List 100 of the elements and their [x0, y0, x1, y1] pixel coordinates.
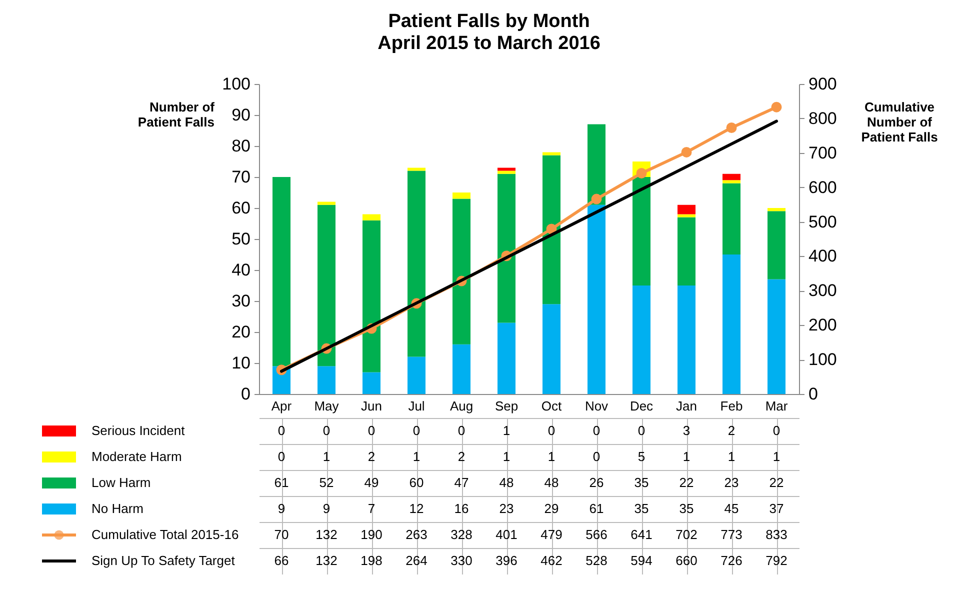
point [726, 122, 737, 133]
bar [768, 279, 786, 394]
bar [678, 204, 696, 214]
x-tick-label: Dec [630, 398, 654, 414]
data-label: 26 [589, 475, 604, 490]
data-label: 0 [592, 449, 600, 464]
data-label: 52 [319, 475, 334, 490]
data-label: 1 [548, 449, 556, 464]
data-label: 2 [458, 449, 466, 464]
x-tick-label: Apr [271, 398, 292, 414]
data-label: 9 [322, 501, 330, 516]
x-tick-label: Oct [541, 398, 562, 414]
y-tick-label: 20 [232, 322, 250, 342]
data-label: 263 [406, 527, 428, 542]
data-label: 22 [769, 475, 784, 490]
data-label: 792 [766, 553, 788, 568]
data-label: 528 [586, 553, 608, 568]
data-label: 198 [360, 553, 382, 568]
y-tick-label: 30 [232, 292, 250, 310]
data-label: 1 [502, 449, 510, 464]
data-label: 132 [316, 527, 338, 542]
data-label: 35 [679, 501, 694, 516]
bar [498, 174, 516, 323]
data-label: 12 [409, 501, 424, 516]
data-label: 37 [769, 501, 784, 516]
data-label: 48 [544, 475, 559, 490]
y2-tick-label: 700 [808, 143, 837, 162]
y2-tick-label: 600 [808, 178, 837, 197]
data-label: 60 [409, 475, 424, 490]
bar [362, 214, 380, 220]
x-tick-label: Nov [584, 398, 609, 414]
x-tick-label: Aug [450, 398, 474, 414]
data-label: 462 [540, 553, 562, 568]
data-label: 23 [499, 501, 514, 516]
bar [768, 211, 786, 280]
data-label: 132 [316, 553, 338, 568]
data-label: 401 [496, 527, 518, 542]
data-label: 726 [720, 553, 742, 568]
data-label: 23 [724, 475, 739, 490]
bar [722, 254, 740, 394]
data-label: 330 [450, 553, 472, 568]
data-label: 22 [679, 475, 694, 490]
legend-label: Serious Incident [92, 423, 186, 438]
legend-label: Cumulative Total 2015-16 [92, 527, 239, 542]
data-label: 396 [496, 553, 518, 568]
data-label: 0 [592, 423, 600, 438]
x-tick-label: Mar [765, 398, 788, 414]
bar [452, 198, 470, 344]
y-tick-label: 90 [232, 106, 250, 124]
bar [678, 286, 696, 394]
y-tick-label: 70 [232, 168, 250, 186]
data-label: 0 [772, 423, 780, 438]
point [591, 194, 602, 204]
bar [678, 214, 696, 218]
data-label: 1 [412, 449, 420, 464]
data-label: 1 [502, 423, 510, 438]
data-label: 773 [720, 527, 742, 542]
y2-tick-label: 0 [808, 384, 818, 404]
bar [722, 180, 740, 184]
bar [452, 192, 470, 199]
data-label: 328 [450, 527, 472, 542]
legend-label: Sign Up To Safety Target [92, 553, 236, 568]
y-tick-label: 100 [222, 74, 250, 94]
bar [272, 177, 290, 366]
data-label: 0 [458, 423, 466, 438]
data-label: 61 [274, 475, 289, 490]
y2-tick-label: 800 [808, 108, 837, 128]
x-tick-label: Jan [676, 398, 697, 414]
data-label: 833 [766, 527, 788, 542]
data-label: 35 [634, 475, 649, 490]
y-axis-title: Number of Patient Falls [138, 100, 216, 130]
bar [722, 174, 740, 180]
data-label: 0 [548, 423, 556, 438]
data-label: 48 [499, 475, 514, 490]
data-label: 5 [638, 449, 646, 464]
bar [362, 372, 380, 394]
data-label: 1 [682, 449, 690, 464]
y2-tick-label: 300 [808, 281, 837, 300]
data-label: 29 [544, 501, 559, 516]
data-label: 264 [406, 553, 428, 568]
data-label: 35 [634, 501, 649, 516]
data-label: 45 [724, 501, 739, 516]
bar [362, 220, 380, 372]
data-label: 0 [278, 423, 286, 438]
y-tick-label: 0 [241, 384, 250, 404]
y2-axis-title: Cumulative Number of Patient Falls [861, 100, 938, 144]
legend-label: No Harm [92, 501, 144, 516]
data-label: 2 [368, 449, 376, 464]
y2-tick-label: 100 [808, 350, 837, 370]
y2-tick-label: 900 [808, 74, 837, 94]
data-label: 49 [364, 475, 379, 490]
data-label: 0 [368, 423, 376, 438]
data-label: 1 [322, 449, 330, 464]
bar [498, 168, 516, 171]
data-label: 479 [540, 527, 562, 542]
bar [452, 344, 470, 394]
point [681, 146, 692, 158]
legend-label: Low Harm [92, 475, 151, 490]
bar [632, 177, 650, 286]
y-tick-label: 60 [232, 198, 250, 218]
